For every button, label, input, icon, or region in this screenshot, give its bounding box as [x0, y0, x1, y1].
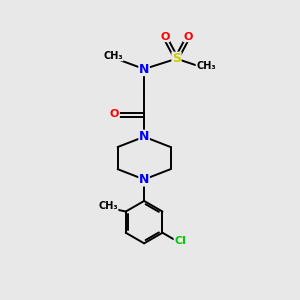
- Text: CH₃: CH₃: [98, 201, 118, 211]
- Text: S: S: [172, 52, 181, 65]
- Text: N: N: [139, 173, 149, 186]
- Text: N: N: [139, 130, 149, 143]
- Text: O: O: [110, 109, 119, 119]
- Text: O: O: [184, 32, 193, 42]
- Text: Cl: Cl: [174, 236, 186, 246]
- Text: CH₃: CH₃: [196, 61, 216, 71]
- Text: N: N: [139, 62, 149, 76]
- Text: O: O: [160, 32, 169, 42]
- Text: CH₃: CH₃: [103, 51, 123, 61]
